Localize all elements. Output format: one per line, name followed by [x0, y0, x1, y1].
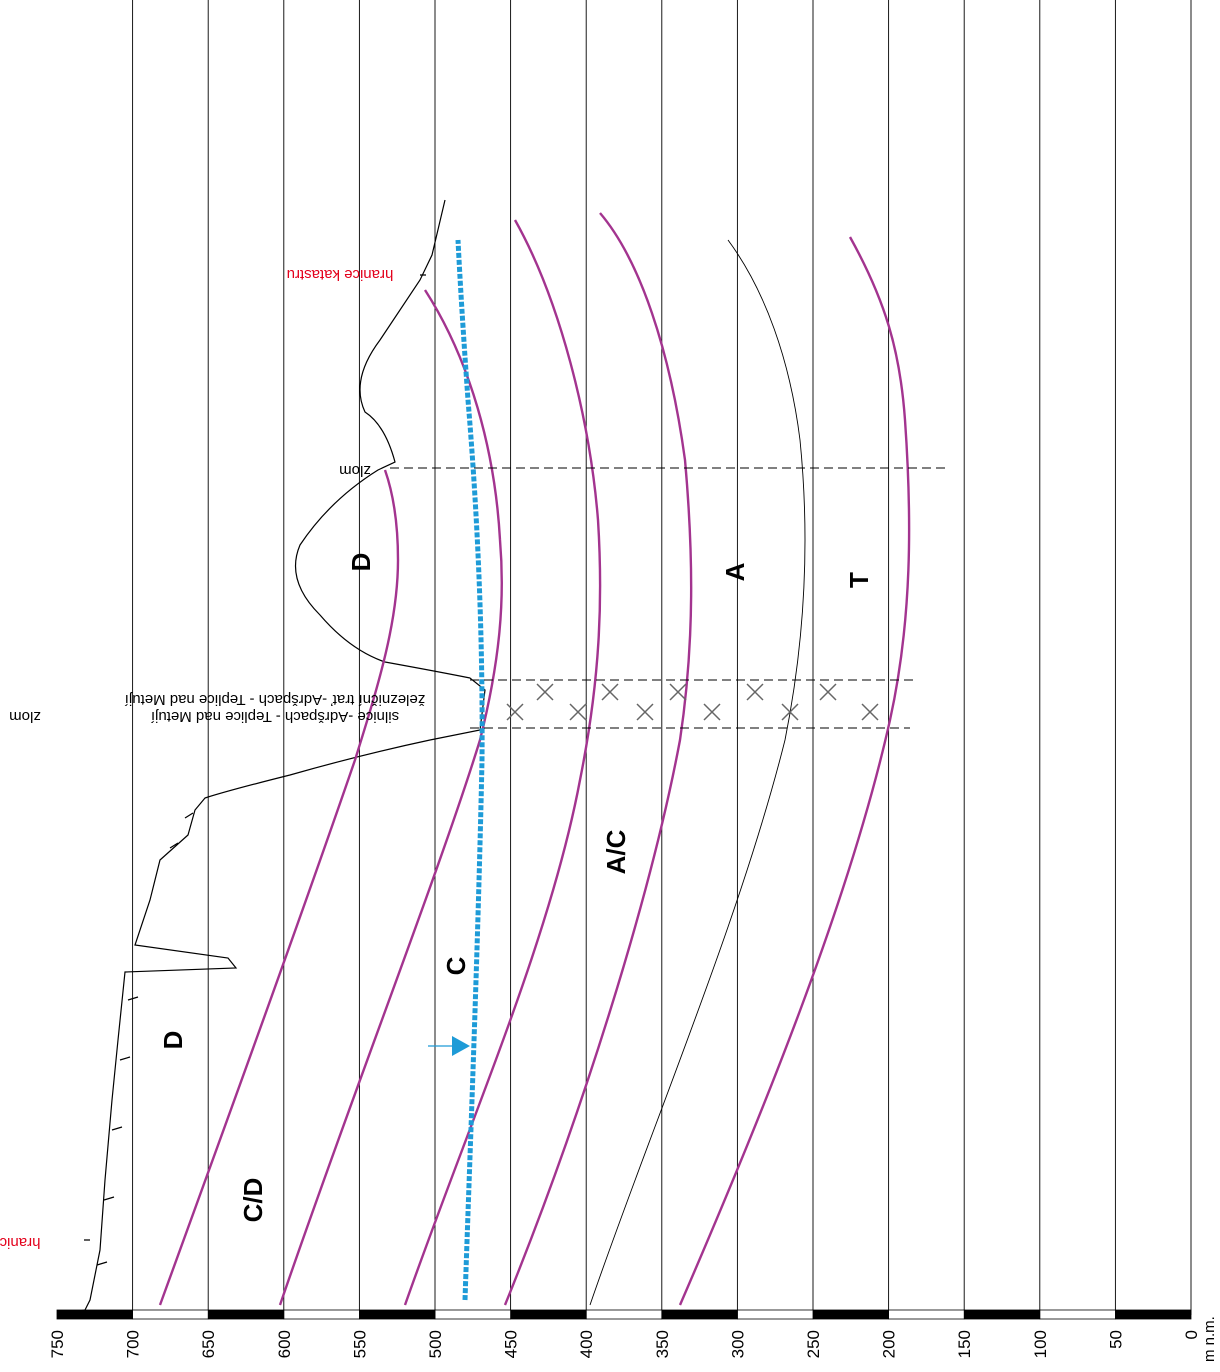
scale-segment	[434, 1309, 511, 1320]
tick-label: 400	[577, 1330, 596, 1358]
scale-segment	[888, 1309, 965, 1320]
x-mark	[746, 683, 764, 701]
scale-segment	[56, 1309, 133, 1320]
tick-label: 350	[653, 1330, 672, 1358]
scale-segment	[132, 1309, 209, 1320]
region-label: C/D	[238, 1178, 268, 1223]
tick-label: 50	[1106, 1330, 1125, 1349]
water-table	[455, 239, 485, 1301]
region-label: D	[158, 1031, 188, 1050]
tick-label: 100	[1031, 1330, 1050, 1358]
tick-label: 550	[350, 1330, 369, 1358]
water-arrow-head	[452, 1036, 470, 1056]
x-mark	[506, 703, 524, 721]
region-label: C	[441, 956, 471, 975]
terrain-profile	[56, 199, 486, 1316]
x-mark	[703, 703, 721, 721]
layer-boundary	[278, 289, 503, 1306]
fault-lines	[390, 467, 945, 729]
scale-segment	[1115, 1309, 1192, 1320]
x-mark	[861, 703, 879, 721]
scale-segment	[283, 1309, 360, 1320]
x-marks	[506, 683, 879, 721]
x-mark	[536, 683, 554, 701]
x-mark	[781, 703, 799, 721]
terrain-notches	[84, 274, 426, 1266]
x-mark	[601, 683, 619, 701]
unit-label: m n.m.	[1201, 1316, 1218, 1362]
tick-label: 200	[880, 1330, 899, 1358]
layer-boundary	[503, 212, 693, 1306]
layer-boundary	[158, 469, 400, 1306]
scale-segment	[585, 1309, 663, 1320]
label: hranice katastru	[287, 266, 394, 283]
tick-label: 750	[48, 1330, 67, 1358]
x-mark	[569, 703, 587, 721]
x-mark	[636, 703, 654, 721]
region-label: A/C	[601, 829, 631, 874]
tick-label: 150	[955, 1330, 974, 1358]
layer-boundary	[403, 219, 602, 1306]
layer-boundary	[678, 236, 911, 1306]
tick-label: 0	[1182, 1330, 1201, 1339]
label: zlom	[339, 462, 371, 479]
scale-segment	[737, 1309, 814, 1320]
tick-label: 700	[124, 1330, 143, 1358]
scale-segment	[207, 1309, 285, 1320]
scale-segment	[963, 1309, 1041, 1320]
tick-label: 250	[804, 1330, 823, 1358]
x-mark	[819, 683, 837, 701]
tick-label: 300	[728, 1330, 747, 1358]
grid: 0 50 100 150 200 250 300 350 400 450 500 550 600 650 7…	[48, 0, 1201, 1358]
label: železniční trať -Adršpach - Teplice nad …	[124, 691, 425, 708]
tick-label: 650	[199, 1330, 218, 1358]
label: silnice -Adršpach - Teplice nad Metují	[150, 708, 399, 725]
scale-segment	[358, 1309, 436, 1320]
scale-segment	[510, 1309, 587, 1320]
layer-boundary-thin	[589, 239, 806, 1306]
region-label: D	[346, 553, 376, 572]
tick-label: 500	[426, 1330, 445, 1358]
scale-segment	[812, 1309, 889, 1320]
scale-segment	[1039, 1309, 1116, 1320]
region-label: A	[720, 562, 750, 581]
tick-label: 450	[502, 1330, 521, 1358]
region-label: T	[844, 572, 874, 588]
label: hranice k	[0, 1234, 40, 1251]
tick-label: 600	[275, 1330, 294, 1358]
x-mark	[669, 683, 687, 701]
label: zlom	[9, 708, 41, 725]
scale-segment	[661, 1309, 738, 1320]
